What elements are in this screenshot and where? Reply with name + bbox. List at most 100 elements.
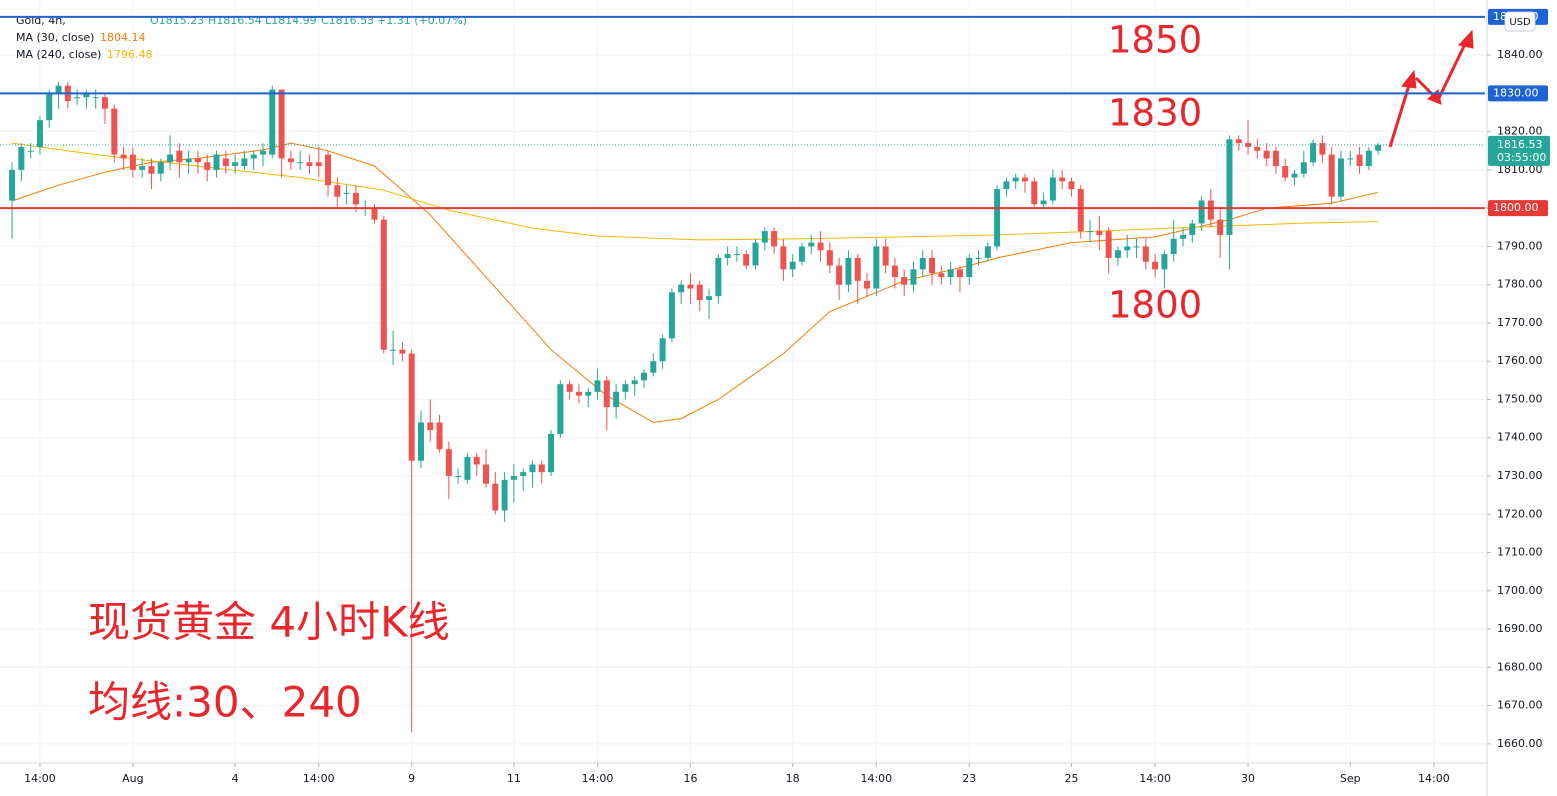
- level-label: 1830.00: [1493, 86, 1539, 99]
- currency-button[interactable]: USD: [1504, 11, 1536, 32]
- candle-body: [1226, 139, 1233, 235]
- candle-body: [929, 257, 936, 274]
- ma-legend-name: MA (240, close): [16, 48, 101, 61]
- candle-body: [1170, 238, 1177, 255]
- countdown-label: 03:55:00: [1497, 151, 1546, 164]
- candle-body: [36, 120, 43, 147]
- arrow: [1436, 41, 1468, 101]
- arrowhead: [1458, 29, 1474, 49]
- candle-body: [864, 280, 871, 289]
- candle-body: [18, 146, 25, 170]
- y-tick-label: 1780.00: [1497, 278, 1543, 291]
- candle-body: [789, 261, 796, 270]
- candle-body: [1189, 223, 1196, 235]
- candle-body: [538, 464, 545, 473]
- currency-label[interactable]: USD: [1509, 17, 1531, 28]
- candle-body: [1003, 181, 1010, 190]
- candle-body: [529, 464, 536, 473]
- candle-body: [575, 391, 582, 396]
- last-price-box: [1488, 135, 1550, 166]
- candle-body: [139, 166, 146, 170]
- x-tick-label: 14:00: [24, 772, 56, 785]
- candle-body: [1068, 181, 1075, 190]
- candle-body: [1282, 166, 1289, 178]
- candle-body: [631, 380, 638, 385]
- candle-body: [557, 384, 564, 434]
- candle-body: [417, 422, 424, 461]
- x-tick-label: 14:00: [1418, 772, 1450, 785]
- candle-body: [1152, 261, 1159, 270]
- candle-body: [994, 189, 1001, 247]
- candle-body: [1375, 144, 1382, 151]
- candle-body: [975, 257, 982, 259]
- candle-body: [761, 231, 768, 243]
- candle-body: [1059, 177, 1066, 182]
- candle-body: [1105, 231, 1112, 258]
- candle-body: [325, 154, 332, 186]
- candle-body: [585, 391, 592, 396]
- candle-body: [148, 166, 155, 174]
- candle-body: [1096, 231, 1103, 235]
- plot: [9, 81, 1382, 733]
- candle-body: [352, 192, 359, 205]
- candle-body: [1300, 162, 1307, 174]
- ma-legend-value: 1796.48: [107, 48, 153, 61]
- x-tick-label: Aug: [122, 772, 143, 785]
- level-label: 1800.00: [1493, 201, 1539, 214]
- candle-body: [83, 93, 90, 98]
- candle-body: [715, 257, 722, 297]
- candle-body: [1161, 254, 1168, 270]
- candle-body: [129, 154, 136, 170]
- ma-legend-value: 1804.14: [100, 31, 146, 44]
- candle-body: [696, 284, 703, 300]
- candle-body: [399, 349, 406, 354]
- level-label-box: [1488, 85, 1548, 102]
- candle-body: [306, 162, 313, 167]
- candle-body: [1040, 200, 1047, 205]
- candle-body: [390, 349, 397, 351]
- x-tick-label: 18: [786, 772, 800, 785]
- x-tick-label: 25: [1064, 772, 1078, 785]
- candle-body: [1087, 231, 1094, 233]
- candle-body: [873, 246, 880, 289]
- candle-body: [836, 265, 843, 285]
- candle-body: [27, 150, 34, 152]
- candle-body: [548, 433, 555, 473]
- candle-body: [297, 162, 304, 164]
- candle-body: [315, 162, 322, 167]
- x-tick-label: 4: [232, 772, 239, 785]
- arrowhead: [1401, 69, 1417, 89]
- candle-body: [1179, 234, 1186, 239]
- candle-body: [966, 257, 973, 278]
- candle-body: [520, 472, 527, 477]
- candle-body: [613, 391, 620, 408]
- currency-box[interactable]: [1504, 11, 1536, 32]
- candle-body: [343, 192, 350, 194]
- annotation: 现货黄金 4小时K线: [88, 598, 450, 647]
- candle-body: [204, 162, 211, 170]
- y-tick-label: 1840.00: [1497, 48, 1543, 61]
- candle-body: [241, 158, 248, 167]
- x-tick-label: 9: [408, 772, 415, 785]
- x-tick-label: 11: [507, 772, 521, 785]
- x-tick-label: 16: [683, 772, 697, 785]
- candle-body: [250, 154, 257, 159]
- candle-body: [854, 257, 861, 281]
- candle-body: [1235, 139, 1242, 144]
- x-tick-label: 30: [1241, 772, 1255, 785]
- y-tick-label: 1810.00: [1497, 163, 1543, 176]
- candle-body: [510, 476, 517, 480]
- candle-body: [594, 380, 601, 392]
- candle-body: [473, 456, 480, 465]
- candle-body: [464, 456, 471, 480]
- x-tick-label: Sep: [1340, 772, 1361, 785]
- candle-body: [120, 154, 127, 159]
- candle-body: [882, 246, 889, 266]
- candle-body: [232, 162, 239, 167]
- x-tick-label: 23: [962, 772, 976, 785]
- axes: 1660.00 1670.00 1680.00 1690.00 1700.00 1710.…: [24, 48, 1542, 785]
